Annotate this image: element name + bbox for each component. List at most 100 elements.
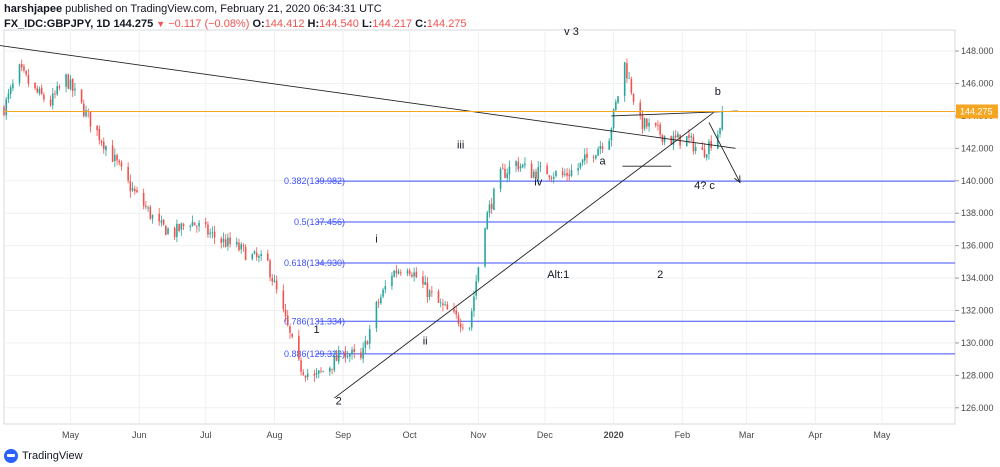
- candle-body: [198, 222, 200, 227]
- candle-body: [180, 223, 183, 230]
- candle-body: [473, 296, 475, 311]
- candle-body: [71, 79, 74, 92]
- candle-body: [315, 372, 318, 375]
- candle-body: [351, 349, 353, 354]
- candle-body: [535, 171, 537, 179]
- quote-line: FX_IDC:GBPJPY, 1D 144.275 ▼ −0.117 (−0.0…: [4, 17, 990, 31]
- candle-body: [490, 203, 493, 209]
- candle-body: [333, 356, 336, 371]
- x-tick-label: Aug: [266, 430, 282, 440]
- tradingview-brand[interactable]: TradingView: [22, 450, 83, 462]
- candle-body: [499, 168, 502, 189]
- candle-body: [515, 161, 517, 167]
- candle-body: [238, 242, 240, 251]
- candle-body: [406, 271, 409, 274]
- x-tick-label: Dec: [537, 430, 554, 440]
- candle-body: [80, 89, 83, 103]
- candle-body: [320, 370, 322, 372]
- candle-body: [291, 333, 293, 337]
- candle-body: [570, 170, 573, 176]
- candle-body: [468, 327, 471, 329]
- candle-body: [142, 192, 145, 206]
- close-label: C:: [415, 18, 427, 30]
- candle-body: [100, 140, 103, 143]
- candle-body: [227, 237, 229, 247]
- candle-body: [579, 162, 582, 168]
- candle-body: [335, 355, 338, 361]
- candle-body: [242, 245, 245, 246]
- candle-body: [442, 303, 444, 306]
- x-tick-label: Mar: [739, 430, 755, 440]
- candle-body: [364, 340, 367, 348]
- candle-body: [284, 309, 287, 317]
- candle-body: [244, 246, 247, 261]
- candle-body: [105, 146, 107, 151]
- candle-body: [391, 275, 393, 286]
- candle-body: [282, 290, 285, 310]
- candle-body: [674, 135, 677, 138]
- candle-body: [337, 350, 340, 362]
- candle-body: [253, 251, 256, 254]
- candle-body: [701, 147, 704, 150]
- candle-body: [224, 239, 227, 247]
- wave-label: v 3: [564, 26, 579, 38]
- last-price: 144.275: [113, 18, 154, 30]
- candle-body: [415, 271, 418, 278]
- wave-label: i: [375, 233, 377, 245]
- y-tick-label: 142.000: [961, 143, 994, 153]
- candle-body: [235, 241, 238, 245]
- projection-arrow: [708, 122, 741, 183]
- candle-body: [54, 93, 56, 95]
- candle-body: [353, 349, 356, 352]
- chart-header: harshjapee published on TradingView.com,…: [4, 2, 990, 31]
- candle-body: [550, 177, 553, 179]
- candle-body: [74, 88, 76, 91]
- candle-body: [255, 252, 258, 258]
- open-value: 144.412: [264, 18, 305, 30]
- candle-body: [85, 110, 87, 117]
- y-tick-label: 134.000: [961, 273, 994, 283]
- candle-body: [555, 171, 557, 176]
- symbol-label[interactable]: FX_IDC:GBPJPY, 1D: [4, 18, 111, 30]
- candle-body: [586, 153, 588, 158]
- candle-body: [721, 111, 724, 130]
- candle-body: [384, 286, 387, 290]
- y-tick-label: 128.000: [961, 370, 994, 380]
- candle-body: [477, 267, 480, 281]
- plot-area: [3, 29, 956, 425]
- publisher-username[interactable]: harshjapee: [4, 3, 63, 15]
- low-value: 144.217: [372, 18, 413, 30]
- wave-label: 4? c: [694, 180, 715, 192]
- candle-body: [539, 166, 542, 167]
- candle-body: [302, 372, 305, 375]
- candle-body: [705, 154, 708, 158]
- x-tick-label: Sep: [335, 430, 351, 440]
- candle-body: [209, 232, 211, 235]
- candle-body: [34, 82, 36, 89]
- candle-body: [455, 310, 458, 315]
- candle-body: [546, 165, 548, 175]
- candle-body: [317, 370, 320, 374]
- candle-body: [114, 154, 116, 161]
- candle-body: [608, 140, 610, 150]
- candle-body: [548, 175, 551, 178]
- candle-body: [424, 281, 426, 285]
- candle-body: [83, 103, 85, 117]
- candle-body: [349, 354, 351, 357]
- publisher-line: harshjapee published on TradingView.com,…: [4, 2, 990, 16]
- candle-body: [393, 271, 395, 277]
- candle-body: [306, 373, 309, 377]
- candle-body: [286, 315, 289, 326]
- y-tick-label: 130.000: [961, 338, 994, 348]
- candle-body: [133, 189, 136, 191]
- candle-body: [362, 347, 364, 359]
- candle-body: [382, 289, 384, 297]
- y-tick-label: 136.000: [961, 241, 994, 251]
- candle-body: [375, 301, 378, 329]
- trendline: [0, 45, 736, 149]
- candle-body: [25, 70, 27, 75]
- candle-body: [670, 136, 673, 145]
- candle-body: [615, 101, 617, 110]
- candle-body: [240, 244, 242, 250]
